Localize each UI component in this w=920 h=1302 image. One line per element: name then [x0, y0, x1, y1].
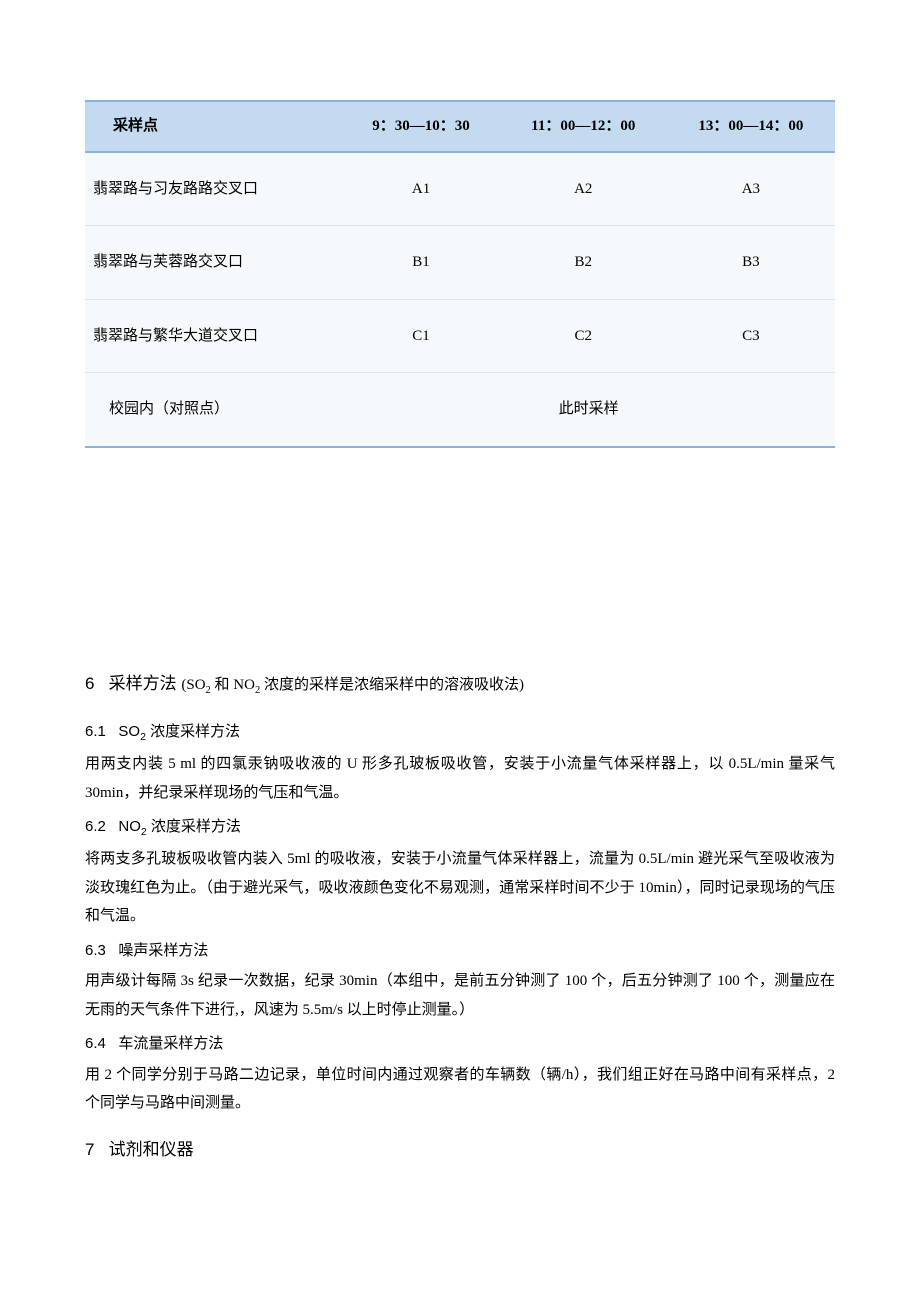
col-time-2: 11：00―12：00 — [500, 101, 667, 152]
section-title: 采样方法 — [109, 674, 177, 693]
subsection-6-4-heading: 6.4 车流量采样方法 — [85, 1030, 835, 1059]
subsection-6-2-heading: 6.2 NO2 浓度采样方法 — [85, 813, 835, 843]
cell-location: 翡翠路与芙蓉路交叉口 — [85, 226, 342, 300]
subsection-6-3-heading: 6.3 噪声采样方法 — [85, 937, 835, 966]
subsection-6-4-body: 用 2 个同学分别于马路二边记录，单位时间内通过观察者的车辆数（辆/h），我们组… — [85, 1061, 835, 1118]
table-row: 翡翠路与习友路路交叉口 A1 A2 A3 — [85, 152, 835, 226]
table-row-control: 校园内（对照点） 此时采样 — [85, 373, 835, 447]
section-number: 6 — [85, 674, 94, 693]
cell-value: C2 — [500, 299, 667, 373]
cell-value: B1 — [342, 226, 499, 300]
cell-location: 校园内（对照点） — [85, 373, 342, 447]
section-6-note: (SO2 和 NO2 浓度的采样是浓缩采样中的溶液吸收法) — [181, 677, 524, 693]
subsection-number: 6.4 — [85, 1035, 106, 1052]
subsection-number: 6.1 — [85, 723, 106, 740]
table-header-row: 采样点 9：30―10：30 11：00―12：00 13：00―14：00 — [85, 101, 835, 152]
cell-value: C1 — [342, 299, 499, 373]
cell-value: B2 — [500, 226, 667, 300]
cell-value: A1 — [342, 152, 499, 226]
subsection-6-1-body: 用两支内装 5 ml 的四氯汞钠吸收液的 U 形多孔玻板吸收管，安装于小流量气体… — [85, 750, 835, 807]
subsection-number: 6.2 — [85, 818, 106, 835]
subsection-6-1-heading: 6.1 SO2 浓度采样方法 — [85, 718, 835, 748]
subsection-title: 噪声采样方法 — [118, 942, 208, 959]
section-7-heading: 7 试剂和仪器 — [85, 1134, 835, 1166]
subsection-title: 车流量采样方法 — [118, 1035, 223, 1052]
cell-value: A3 — [667, 152, 835, 226]
table-row: 翡翠路与芙蓉路交叉口 B1 B2 B3 — [85, 226, 835, 300]
subsection-number: 6.3 — [85, 942, 106, 959]
cell-control-note: 此时采样 — [342, 373, 835, 447]
table-row: 翡翠路与繁华大道交叉口 C1 C2 C3 — [85, 299, 835, 373]
section-6-heading: 6 采样方法 (SO2 和 NO2 浓度的采样是浓缩采样中的溶液吸收法) — [85, 668, 835, 701]
subsection-6-3-body: 用声级计每隔 3s 纪录一次数据，纪录 30min（本组中，是前五分钟测了 10… — [85, 967, 835, 1024]
subsection-6-2-body: 将两支多孔玻板吸收管内装入 5ml 的吸收液，安装于小流量气体采样器上，流量为 … — [85, 845, 835, 931]
cell-location: 翡翠路与繁华大道交叉口 — [85, 299, 342, 373]
section-number: 7 — [85, 1140, 94, 1159]
cell-value: B3 — [667, 226, 835, 300]
cell-location: 翡翠路与习友路路交叉口 — [85, 152, 342, 226]
sampling-table: 采样点 9：30―10：30 11：00―12：00 13：00―14：00 翡… — [85, 100, 835, 448]
cell-value: A2 — [500, 152, 667, 226]
section-title: 试剂和仪器 — [109, 1140, 194, 1159]
col-time-1: 9：30―10：30 — [342, 101, 499, 152]
col-time-3: 13：00―14：00 — [667, 101, 835, 152]
cell-value: C3 — [667, 299, 835, 373]
col-location: 采样点 — [85, 101, 342, 152]
